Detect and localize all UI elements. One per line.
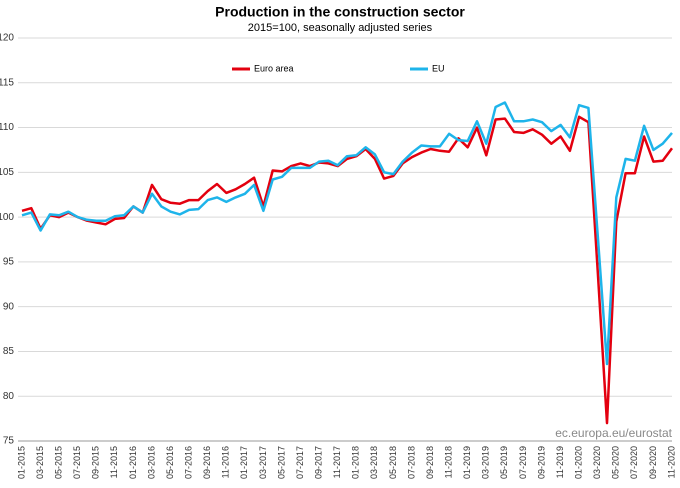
x-tick-label: 11-2019 [555, 446, 565, 478]
x-tick-label: 09-2016 [202, 446, 212, 479]
x-tick-label: 03-2015 [35, 446, 45, 479]
x-tick-label: 01-2018 [351, 446, 361, 479]
x-tick-label: 11-2015 [109, 446, 119, 478]
x-tick-label: 03-2018 [369, 446, 379, 479]
chart-title: Production in the construction sector [215, 4, 465, 20]
y-tick-label: 120 [0, 33, 14, 44]
x-tick-label: 07-2016 [184, 446, 194, 479]
y-tick-label: 80 [3, 391, 15, 402]
x-tick-label: 05-2017 [276, 446, 286, 479]
x-tick-label: 03-2016 [146, 446, 156, 479]
x-tick-label: 07-2018 [406, 446, 416, 479]
x-tick-label: 09-2017 [314, 446, 324, 479]
x-tick-label: 07-2017 [295, 446, 305, 479]
x-tick-label: 05-2018 [388, 446, 398, 479]
y-tick-label: 105 [0, 167, 14, 178]
x-tick-label: 05-2015 [54, 446, 64, 479]
x-tick-label: 01-2020 [574, 446, 584, 479]
x-tick-label: 03-2019 [481, 446, 491, 479]
x-tick-label: 05-2019 [499, 446, 509, 479]
y-tick-label: 110 [0, 122, 14, 133]
x-tick-label: 03-2017 [258, 446, 268, 479]
y-tick-label: 100 [0, 212, 14, 223]
x-tick-label: 01-2017 [239, 446, 249, 479]
x-tick-label: 11-2020 [666, 446, 676, 478]
line-series [21, 101, 673, 366]
x-tick-label: 09-2018 [425, 446, 435, 479]
x-tick-label: 05-2020 [611, 446, 621, 479]
x-tick-label: 11-2017 [332, 446, 342, 478]
x-tick-label: 11-2018 [444, 446, 454, 478]
legend-label: Euro area [254, 63, 294, 73]
y-tick-label: 85 [3, 346, 15, 357]
y-tick-label: 95 [3, 257, 15, 268]
x-tick-label: 11-2016 [221, 446, 231, 478]
x-tick-label: 07-2015 [72, 446, 82, 479]
x-tick-label: 09-2019 [536, 446, 546, 479]
chart-subtitle: 2015=100, seasonally adjusted series [248, 22, 433, 34]
x-tick-label: 07-2020 [629, 446, 639, 479]
y-tick-label: 90 [3, 301, 15, 312]
x-tick-label: 07-2019 [518, 446, 528, 479]
x-tick-label: 09-2020 [648, 446, 658, 479]
y-tick-label: 75 [3, 436, 15, 447]
x-tick-label: 03-2020 [592, 446, 602, 479]
x-tick-label: 01-2019 [462, 446, 472, 479]
x-tick-label: 01-2016 [128, 446, 138, 479]
x-tick-label: 09-2015 [91, 446, 101, 479]
x-tick-label: 01-2015 [16, 446, 26, 479]
legend-label: EU [432, 63, 445, 73]
line-series [21, 115, 674, 425]
source: ec.europa.eu/eurostat [555, 426, 672, 440]
y-tick-label: 115 [0, 77, 14, 88]
x-tick-label: 05-2016 [165, 446, 175, 479]
